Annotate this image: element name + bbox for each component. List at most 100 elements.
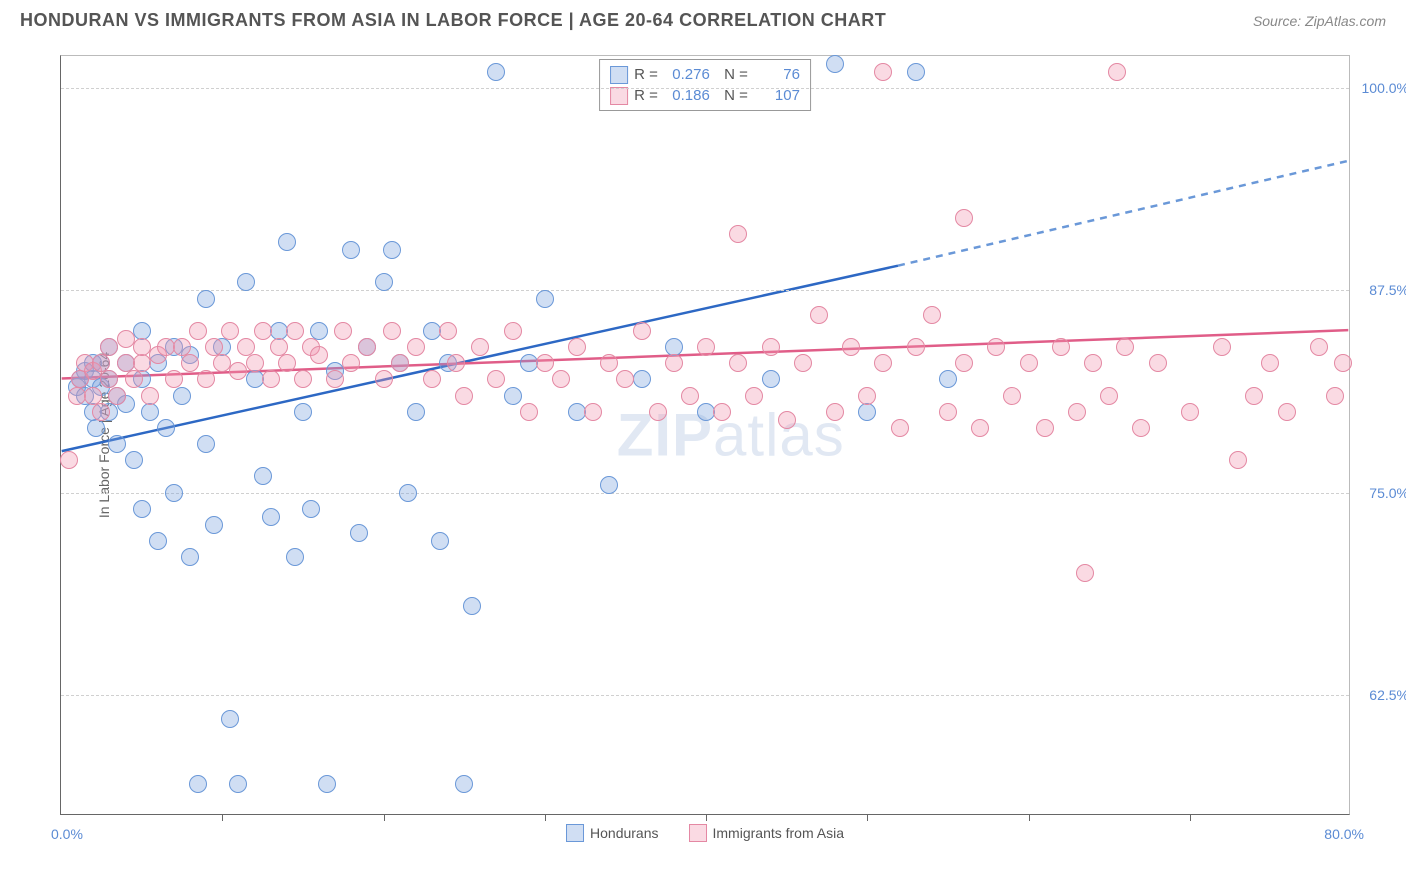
data-point: [858, 387, 876, 405]
data-point: [197, 435, 215, 453]
data-point: [1068, 403, 1086, 421]
data-point: [923, 306, 941, 324]
data-point: [471, 338, 489, 356]
data-point: [375, 370, 393, 388]
data-point: [278, 233, 296, 251]
data-point: [60, 451, 78, 469]
data-point: [745, 387, 763, 405]
x-tick: [867, 814, 868, 821]
trend-lines: [61, 56, 1349, 814]
data-point: [713, 403, 731, 421]
stat-label-r: R =: [634, 64, 658, 85]
data-point: [729, 354, 747, 372]
data-point: [665, 354, 683, 372]
data-point: [141, 403, 159, 421]
data-point: [326, 370, 344, 388]
data-point: [1213, 338, 1231, 356]
x-tick: [222, 814, 223, 821]
data-point: [1003, 387, 1021, 405]
source-label: Source: ZipAtlas.com: [1253, 13, 1386, 29]
data-point: [1149, 354, 1167, 372]
legend-item-hondurans: Hondurans: [566, 824, 659, 842]
data-point: [133, 500, 151, 518]
data-point: [125, 451, 143, 469]
y-tick-label: 87.5%: [1354, 282, 1406, 298]
data-point: [189, 775, 207, 793]
data-point: [439, 322, 457, 340]
data-point: [939, 403, 957, 421]
gridline: [61, 290, 1349, 291]
scatter-plot: In Labor Force | Age 20-64 ZIPatlas R = …: [60, 55, 1350, 815]
data-point: [600, 354, 618, 372]
data-point: [350, 524, 368, 542]
data-point: [633, 370, 651, 388]
data-point: [181, 548, 199, 566]
data-point: [633, 322, 651, 340]
data-point: [189, 322, 207, 340]
data-point: [165, 370, 183, 388]
data-point: [399, 484, 417, 502]
x-axis-min-label: 0.0%: [51, 826, 83, 842]
data-point: [762, 370, 780, 388]
data-point: [237, 273, 255, 291]
data-point: [407, 338, 425, 356]
data-point: [197, 370, 215, 388]
data-point: [1261, 354, 1279, 372]
correlation-stats-box: R = 0.276 N = 76 R = 0.186 N = 107: [599, 59, 811, 111]
data-point: [1229, 451, 1247, 469]
legend-item-asia: Immigrants from Asia: [689, 824, 844, 842]
legend-swatch-hondurans: [566, 824, 584, 842]
data-point: [229, 775, 247, 793]
data-point: [286, 322, 304, 340]
x-tick: [545, 814, 546, 821]
data-point: [342, 354, 360, 372]
data-point: [504, 387, 522, 405]
data-point: [165, 484, 183, 502]
data-point: [729, 225, 747, 243]
data-point: [334, 322, 352, 340]
data-point: [487, 370, 505, 388]
data-point: [254, 467, 272, 485]
data-point: [358, 338, 376, 356]
data-point: [955, 209, 973, 227]
data-point: [407, 403, 425, 421]
data-point: [141, 387, 159, 405]
data-point: [278, 354, 296, 372]
data-point: [100, 338, 118, 356]
data-point: [504, 322, 522, 340]
data-point: [221, 710, 239, 728]
stats-row-hondurans: R = 0.276 N = 76: [610, 64, 800, 85]
legend-label-asia: Immigrants from Asia: [713, 825, 844, 841]
data-point: [1108, 63, 1126, 81]
data-point: [1278, 403, 1296, 421]
data-point: [891, 419, 909, 437]
data-point: [826, 55, 844, 73]
data-point: [907, 63, 925, 81]
data-point: [262, 370, 280, 388]
stat-label-n: N =: [716, 64, 748, 85]
data-point: [87, 419, 105, 437]
gridline: [61, 695, 1349, 696]
data-point: [1052, 338, 1070, 356]
data-point: [600, 476, 618, 494]
data-point: [197, 290, 215, 308]
data-point: [342, 241, 360, 259]
data-point: [157, 419, 175, 437]
data-point: [463, 597, 481, 615]
data-point: [1100, 387, 1118, 405]
y-tick-label: 100.0%: [1354, 80, 1406, 96]
data-point: [1116, 338, 1134, 356]
data-point: [318, 775, 336, 793]
data-point: [971, 419, 989, 437]
stat-r-hondurans: 0.276: [664, 64, 710, 85]
data-point: [1181, 403, 1199, 421]
data-point: [108, 435, 126, 453]
data-point: [584, 403, 602, 421]
data-point: [487, 63, 505, 81]
title-bar: HONDURAN VS IMMIGRANTS FROM ASIA IN LABO…: [0, 0, 1406, 36]
data-point: [1245, 387, 1263, 405]
data-point: [294, 403, 312, 421]
data-point: [383, 241, 401, 259]
swatch-hondurans: [610, 66, 628, 84]
data-point: [455, 775, 473, 793]
